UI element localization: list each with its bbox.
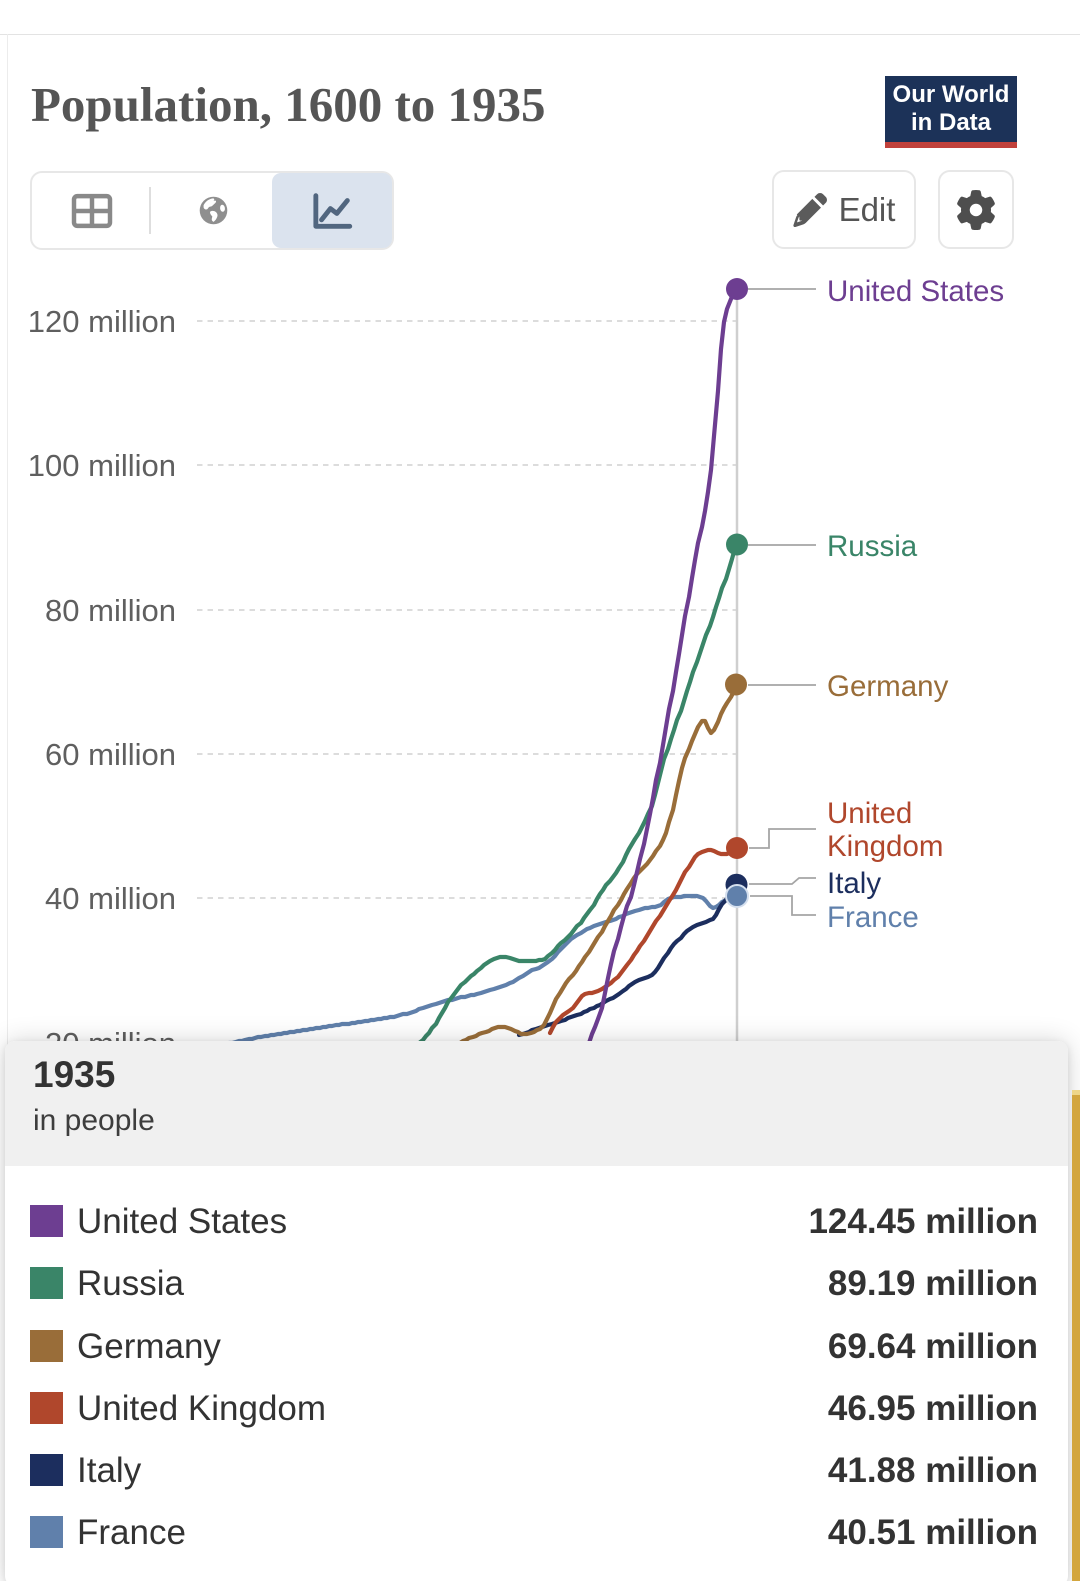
svg-text:France: France [827,901,919,934]
svg-text:Germany: Germany [827,670,949,703]
svg-text:100 million: 100 million [28,448,176,483]
svg-text:40 million: 40 million [45,881,176,916]
svg-text:United: United [827,797,912,830]
svg-text:Kingdom: Kingdom [827,830,943,863]
svg-text:Russia: Russia [827,530,918,563]
svg-text:120 million: 120 million [28,304,176,339]
svg-text:80 million: 80 million [45,593,176,628]
svg-text:Italy: Italy [827,867,881,900]
svg-text:60 million: 60 million [45,737,176,772]
svg-text:United States: United States [827,275,1004,308]
